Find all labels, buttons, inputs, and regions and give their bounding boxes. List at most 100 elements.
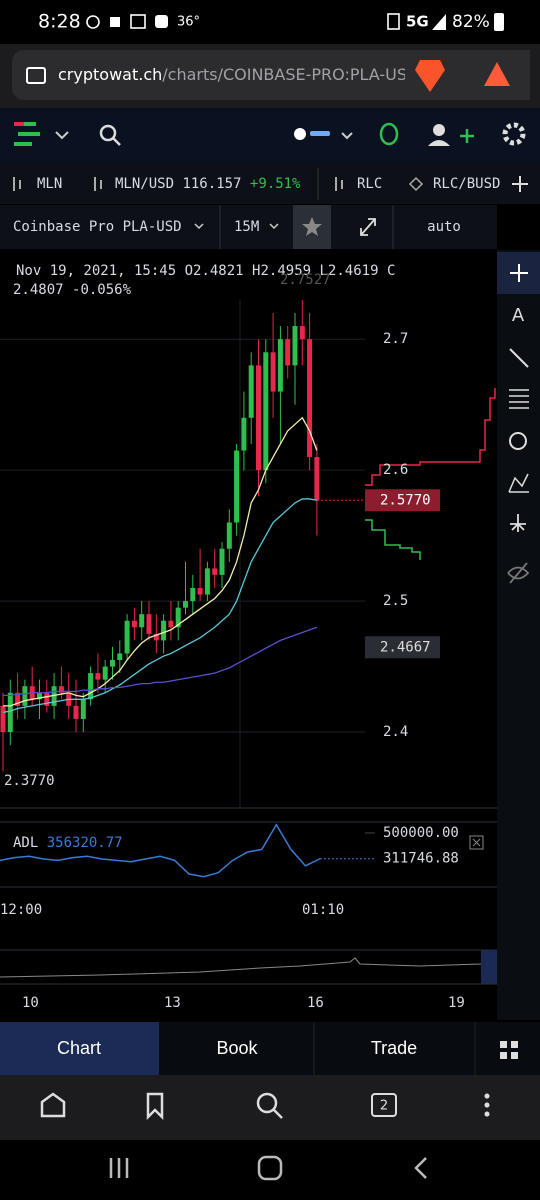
moving-average xyxy=(3,416,318,707)
bookmarks-button[interactable] xyxy=(146,1092,164,1121)
candle-body xyxy=(110,660,115,667)
app-icon xyxy=(155,15,168,28)
legend: 2.4807 -0.056% xyxy=(13,282,132,298)
adl-line xyxy=(0,823,321,878)
tabs-button[interactable] xyxy=(371,1093,397,1117)
search-handle xyxy=(112,137,121,146)
candle-body xyxy=(22,686,28,706)
caret xyxy=(269,223,279,230)
nav-label: 19 xyxy=(448,995,465,1011)
hide-tool[interactable] xyxy=(507,562,530,584)
candle-body xyxy=(197,588,203,595)
add-account[interactable] xyxy=(460,129,474,143)
tab[interactable]: Chart xyxy=(57,1038,101,1058)
candle-body xyxy=(212,568,218,575)
balance-icon[interactable] xyxy=(379,122,399,146)
price-chart: 2.7 2.6 2.5 2.4 2.5770 2.4667 xyxy=(0,299,440,772)
adl-chart: 500000.00 311746.88 xyxy=(0,823,459,878)
search-button[interactable] xyxy=(256,1092,278,1114)
url-field[interactable] xyxy=(12,50,530,100)
caret xyxy=(194,223,204,230)
home-nav[interactable] xyxy=(257,1155,283,1181)
candle-body xyxy=(168,620,174,628)
candle-body xyxy=(153,633,159,641)
y-tick-label: 2.7 xyxy=(383,331,408,347)
home-button[interactable] xyxy=(40,1092,66,1118)
candle-body xyxy=(219,548,225,575)
candle-body xyxy=(241,417,247,451)
market-select[interactable]: Coinbase Pro PLA-USD xyxy=(13,219,182,235)
candle-body xyxy=(292,326,298,366)
ticker-row xyxy=(0,162,540,204)
moving-average xyxy=(3,626,318,697)
ma-tag xyxy=(365,636,440,659)
shape-tool[interactable] xyxy=(509,432,527,450)
crosshair-tool[interactable] xyxy=(510,264,528,282)
candle-body xyxy=(7,692,13,733)
ticker-label[interactable]: RLC/BUSD xyxy=(433,176,500,192)
app-header xyxy=(0,108,540,162)
adl-label: ADL 356320.77 xyxy=(13,835,123,851)
add-tab[interactable] xyxy=(512,176,528,192)
battery-icon xyxy=(494,13,504,31)
lock-icon xyxy=(110,17,120,27)
tool-column xyxy=(497,250,540,1020)
grid-menu[interactable] xyxy=(500,1041,518,1059)
tab[interactable]: Trade xyxy=(371,1038,417,1058)
theme-toggle[interactable] xyxy=(310,131,330,136)
depth-asks xyxy=(365,388,496,486)
ticker-icon xyxy=(335,177,343,191)
fib-tool[interactable] xyxy=(509,389,529,409)
ticker-label[interactable]: MLN/USD 116.157 +9.51% xyxy=(115,176,301,192)
rewards-icon[interactable] xyxy=(484,62,510,86)
candle-body xyxy=(277,339,283,392)
legend-change: -0.056% xyxy=(72,282,132,298)
ticker-icon xyxy=(13,177,21,191)
candle-body xyxy=(234,450,240,523)
legend: Nov 19, 2021, 15:45 O2.4821 H2.4959 L2.4… xyxy=(16,263,395,279)
menu-caret[interactable] xyxy=(55,131,69,140)
ticker-label[interactable]: MLN xyxy=(37,176,62,192)
nav-label: 16 xyxy=(307,995,324,1011)
ticker-label[interactable]: RLC xyxy=(357,176,382,192)
ticker-price: 116.157 xyxy=(182,176,241,192)
navigator-window[interactable] xyxy=(481,950,497,984)
depth-bids xyxy=(365,519,421,560)
signal-icon xyxy=(432,14,446,30)
account-body xyxy=(428,140,450,146)
candle-body xyxy=(102,666,108,680)
candle-body xyxy=(183,601,188,608)
back-button[interactable] xyxy=(414,1157,427,1179)
account-icon[interactable] xyxy=(433,124,445,136)
theme-icon[interactable] xyxy=(294,128,306,140)
legend-low: L2.4619 xyxy=(320,263,379,279)
candle-body xyxy=(175,607,181,628)
scale-mode[interactable]: auto xyxy=(427,219,461,235)
time-label: 01:10 xyxy=(302,902,344,918)
candle-body xyxy=(146,614,152,634)
adl-last-label: 311746.88 xyxy=(383,851,459,867)
url-path: /charts/COINBASE-PRO:PLA-USD xyxy=(162,65,419,84)
y-tick-label: 2.5 xyxy=(383,593,408,609)
search-icon[interactable] xyxy=(99,124,117,142)
browser-nav xyxy=(0,1075,540,1140)
pattern-tool[interactable] xyxy=(508,473,529,493)
candle-body xyxy=(88,673,94,700)
tab[interactable]: Book xyxy=(216,1038,258,1058)
measure-tool[interactable] xyxy=(510,514,526,532)
interval-select[interactable]: 15M xyxy=(234,219,259,235)
candle-body xyxy=(190,588,196,602)
close-pane[interactable] xyxy=(469,835,484,850)
recents-button[interactable] xyxy=(109,1158,129,1178)
tabs-count: 2 xyxy=(380,1099,388,1114)
text-tool[interactable]: A xyxy=(512,305,525,326)
brave-icon[interactable] xyxy=(415,60,445,92)
candle-body xyxy=(117,653,123,661)
theme-caret xyxy=(341,132,353,140)
favorite[interactable] xyxy=(302,217,322,236)
fullscreen[interactable] xyxy=(360,218,376,236)
settings-icon[interactable] xyxy=(502,122,526,146)
last-price-tag xyxy=(365,489,440,512)
dnd-icon xyxy=(86,15,100,29)
line-tool[interactable] xyxy=(509,348,529,368)
